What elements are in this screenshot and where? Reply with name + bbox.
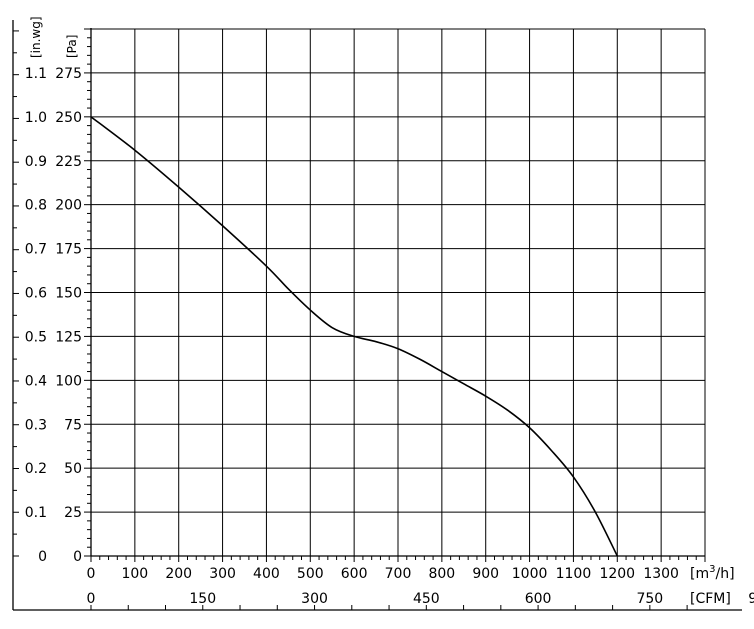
x-tick-label: 300 (209, 566, 236, 582)
y-tick-label: 150 (55, 286, 82, 302)
x-axis-unit-label: [m3/h] (690, 564, 735, 582)
x-axis-unit-end: /h] (715, 566, 734, 582)
y-tick-label: 125 (55, 329, 82, 345)
y2-tick-label: 0 (38, 549, 47, 565)
y-tick-label: 200 (55, 198, 82, 214)
x2-tick-label: 150 (189, 591, 216, 607)
x-tick-label: 1000 (512, 566, 548, 582)
x2-tick-label: 750 (636, 591, 663, 607)
y-tick-label: 0 (73, 549, 82, 565)
x2-tick-label: 600 (525, 591, 552, 607)
y-tick-label: 250 (55, 110, 82, 126)
y-tick-label: 225 (55, 154, 82, 170)
y-axis-unit-label: [Pa] (65, 35, 79, 58)
y2-tick-label: 1.1 (25, 66, 47, 82)
x-tick-label: 500 (297, 566, 324, 582)
y2-tick-label: 1.0 (25, 110, 47, 126)
y2-axis-unit-label: [in.wg] (29, 16, 43, 58)
y2-tick-label: 0.4 (25, 373, 47, 389)
y2-tick-label: 0.5 (25, 329, 47, 345)
x2-axis-unit-label: [CFM] (690, 591, 731, 607)
y2-tick-label: 0.1 (25, 505, 47, 521)
x-tick-label: 700 (385, 566, 412, 582)
x-tick-label: 800 (428, 566, 455, 582)
x2-tick-label: 300 (301, 591, 328, 607)
x-tick-label: 400 (253, 566, 280, 582)
x-tick-label: 100 (121, 566, 148, 582)
x-tick-label: 900 (472, 566, 499, 582)
y2-tick-label: 0.2 (25, 461, 47, 477)
x-tick-label: 0 (87, 566, 96, 582)
x-tick-label: 200 (165, 566, 192, 582)
series-layer (90, 116, 619, 557)
axes-layer (12, 20, 742, 611)
x-tick-label: 1200 (599, 566, 635, 582)
y-tick-label: 50 (64, 461, 82, 477)
x-tick-label: 1300 (643, 566, 679, 582)
y-tick-label: 75 (64, 417, 82, 433)
y2-tick-label: 0.6 (25, 286, 47, 302)
y2-tick-label: 0.3 (25, 417, 47, 433)
y-tick-label: 100 (55, 373, 82, 389)
series-line (90, 116, 619, 557)
x2-tick-label: 450 (413, 591, 440, 607)
x2-tick-label: 0 (87, 591, 96, 607)
y2-tick-label: 0.8 (25, 198, 47, 214)
y-tick-label: 275 (55, 66, 82, 82)
y2-tick-label: 0.7 (25, 242, 47, 258)
x-axis-unit-sup: 3 (709, 564, 715, 575)
x-tick-label: 1100 (556, 566, 592, 582)
x2-tick-label: 900 (748, 591, 754, 607)
x-axis-unit-base: [m (690, 566, 709, 582)
labels-layer: 0 25 50 75 100 125 150 175 200 225 250 275 0 0.1 0.2 0.… (25, 16, 754, 607)
grid-layer (90, 28, 706, 557)
y-tick-label: 25 (64, 505, 82, 521)
x-tick-label: 600 (341, 566, 368, 582)
y2-tick-label: 0.9 (25, 154, 47, 170)
y-tick-label: 175 (55, 242, 82, 258)
